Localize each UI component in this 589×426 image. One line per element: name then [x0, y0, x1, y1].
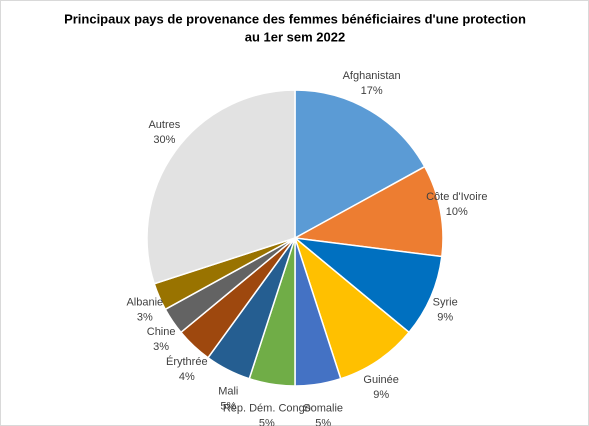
chart-title: Principaux pays de provenance des femmes…	[64, 11, 526, 26]
slice-value-label: 9%	[373, 389, 389, 401]
slice-label: Mali	[218, 385, 238, 397]
slice-label: Guinée	[363, 374, 398, 386]
slice-label: Côte d'Ivoire	[426, 191, 487, 203]
chart-title: au 1er sem 2022	[245, 29, 345, 44]
slice-label: Chine	[147, 326, 176, 338]
slice-value-label: 3%	[137, 311, 153, 323]
pie-slice	[293, 235, 411, 380]
slice-label: Somalie	[303, 403, 343, 415]
slice-label: Érythrée	[166, 355, 208, 368]
slice-label: Afghanistan	[343, 70, 401, 82]
slice-value-label: 4%	[179, 371, 195, 383]
slice-value-label: 30%	[153, 134, 175, 146]
slice-label: Syrie	[433, 296, 458, 308]
slice-value-label: 17%	[361, 85, 383, 97]
slice-value-label: 3%	[153, 341, 169, 353]
slice-value-label: 5%	[259, 418, 275, 426]
pie-slice	[292, 165, 444, 258]
pie-slice	[294, 89, 426, 240]
slice-value-label: 10%	[446, 206, 468, 218]
slice-value-label: 5%	[220, 400, 236, 412]
slice-label: Autres	[148, 119, 180, 131]
slice-value-label: 5%	[315, 418, 331, 426]
slice-label: Rép. Dém. Congo	[223, 403, 311, 415]
pie-slice	[146, 89, 296, 285]
slice-value-label: 9%	[437, 311, 453, 323]
slice-label: Albanie	[126, 296, 163, 308]
pie-slice	[292, 236, 443, 334]
